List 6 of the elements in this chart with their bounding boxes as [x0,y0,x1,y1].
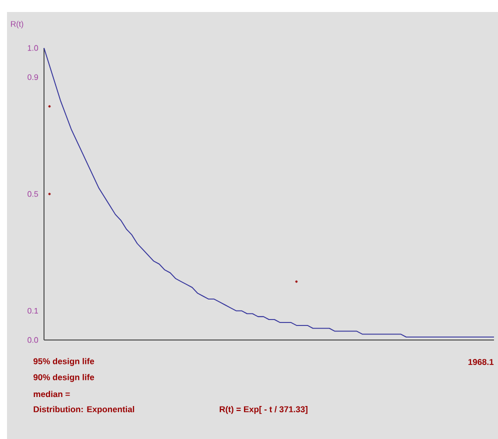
text: Distribution: Exponential [34,406,134,414]
text: 90% design life [34,374,94,382]
text: 1968.1 [468,358,494,365]
text: median = [34,390,70,398]
text: 95% design life [34,358,94,366]
text: R(t) = Exp[ - t / 371.33] [220,406,308,414]
